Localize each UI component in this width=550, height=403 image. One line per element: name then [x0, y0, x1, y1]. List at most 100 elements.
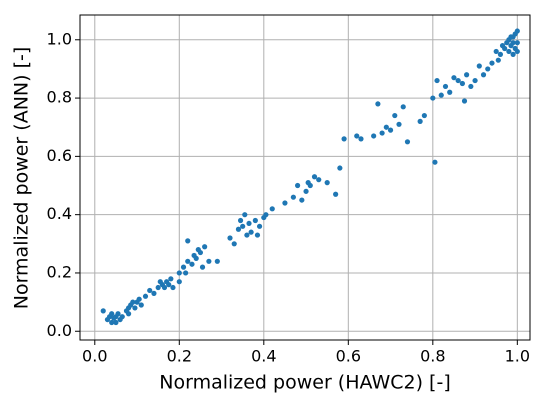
point	[168, 276, 174, 282]
point	[502, 45, 508, 52]
point	[438, 92, 444, 98]
point	[240, 223, 246, 229]
y-tick-label: 0.6	[47, 146, 72, 165]
point	[472, 77, 478, 84]
point	[269, 206, 275, 212]
point	[442, 83, 449, 90]
point	[333, 191, 339, 197]
point	[244, 232, 250, 238]
point	[337, 165, 343, 171]
plot-frame	[79, 14, 531, 341]
point	[379, 130, 385, 136]
point	[206, 258, 212, 264]
point	[231, 241, 237, 247]
y-tick-label: 0.4	[47, 204, 72, 223]
point	[430, 95, 436, 101]
point	[303, 188, 309, 194]
point	[392, 112, 398, 119]
point	[506, 48, 512, 55]
point	[316, 177, 322, 183]
point	[214, 258, 220, 264]
point	[510, 51, 516, 57]
point	[354, 133, 360, 139]
point	[299, 197, 305, 203]
point	[185, 238, 191, 244]
point	[254, 232, 261, 238]
point	[109, 319, 115, 326]
point	[434, 77, 440, 84]
y-tick-label: 0.0	[47, 321, 72, 340]
point	[432, 159, 438, 165]
point	[455, 77, 461, 84]
point	[185, 258, 191, 264]
point	[371, 133, 377, 139]
point	[282, 200, 288, 206]
point	[246, 220, 252, 227]
point	[400, 104, 406, 110]
point	[183, 270, 189, 276]
point	[151, 290, 157, 296]
point	[451, 75, 457, 81]
point	[109, 311, 115, 317]
x-axis-label: Normalized power (HAWC2) [-]	[159, 372, 451, 394]
x-tick-label: 0.6	[336, 347, 361, 366]
point	[252, 217, 258, 224]
point	[480, 72, 487, 78]
point	[189, 261, 195, 267]
point	[130, 299, 136, 305]
point	[125, 311, 132, 317]
point	[383, 124, 389, 130]
point	[235, 226, 242, 232]
point	[514, 48, 520, 55]
point	[176, 279, 182, 285]
point	[476, 63, 482, 69]
point	[485, 66, 491, 72]
y-tick-label: 0.2	[47, 262, 72, 281]
point	[468, 83, 474, 90]
point	[227, 235, 233, 241]
x-tick-label: 0.8	[420, 347, 445, 366]
point	[489, 60, 495, 66]
point	[100, 308, 106, 314]
point	[113, 319, 119, 326]
y-tick-label: 0.8	[47, 88, 72, 107]
point	[119, 314, 125, 320]
point	[375, 101, 381, 107]
point	[237, 217, 244, 224]
x-tick-label: 1.0	[505, 347, 530, 366]
point	[180, 264, 187, 270]
point	[514, 40, 520, 46]
point	[193, 255, 199, 261]
point	[199, 264, 206, 270]
point	[295, 182, 301, 189]
point	[147, 287, 153, 294]
point	[464, 72, 470, 78]
point	[242, 212, 248, 218]
point	[197, 249, 204, 256]
point	[248, 229, 254, 235]
point	[508, 34, 514, 40]
point	[421, 112, 427, 119]
x-tick-label: 0.0	[82, 347, 107, 366]
point	[510, 40, 516, 46]
point	[447, 89, 453, 95]
point	[459, 80, 465, 87]
point	[161, 284, 168, 291]
point	[514, 28, 520, 34]
point	[176, 270, 182, 276]
point	[387, 127, 394, 133]
point	[493, 48, 499, 55]
point	[166, 282, 172, 288]
point	[256, 223, 263, 229]
point	[263, 212, 269, 218]
point	[290, 194, 296, 200]
point	[138, 302, 144, 308]
point	[311, 174, 318, 180]
point	[202, 244, 208, 250]
point	[170, 284, 176, 291]
point	[155, 284, 161, 291]
point	[115, 311, 121, 317]
x-tick-label: 0.4	[251, 347, 276, 366]
x-tick-label: 0.2	[167, 347, 192, 366]
